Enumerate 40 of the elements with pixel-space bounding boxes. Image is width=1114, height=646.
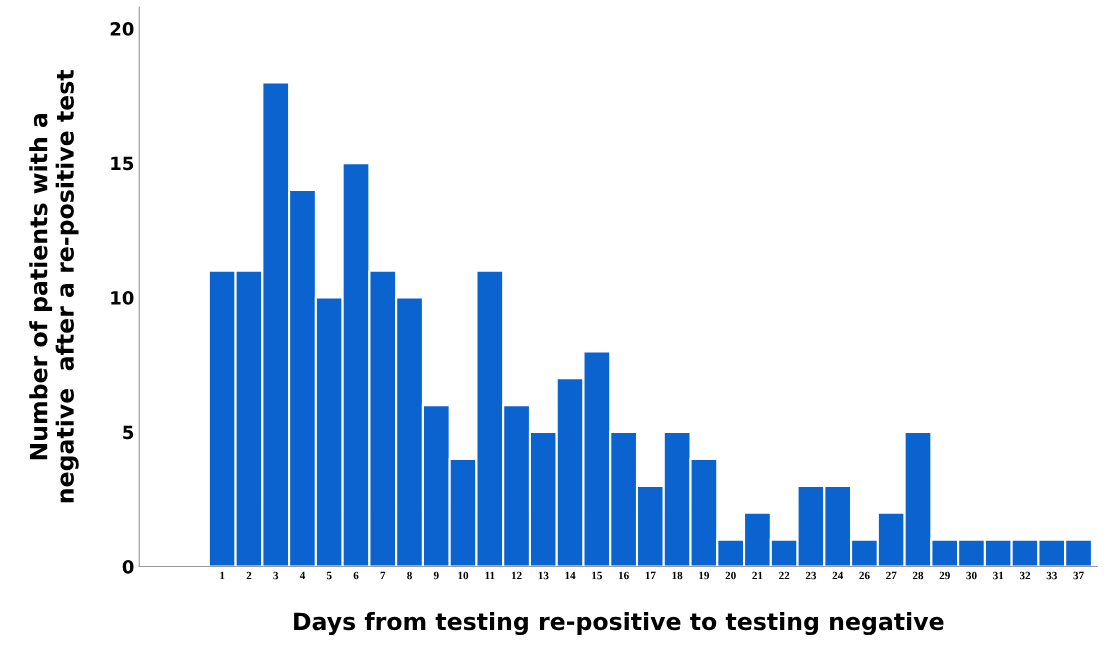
x-tick-label: 13	[538, 571, 549, 580]
x-tick-label: 19	[699, 571, 710, 580]
x-tick-label: 1	[220, 571, 225, 580]
x-tick-label: 5	[326, 571, 332, 580]
x-tick-label: 7	[380, 571, 386, 580]
x-tick-label: 24	[832, 571, 844, 580]
x-tick-label: 20	[725, 571, 736, 580]
x-tick-label: 27	[886, 571, 897, 580]
y-tick-label: 15	[111, 156, 134, 171]
x-tick-label: 28	[912, 571, 924, 580]
y-tick-label: 0	[122, 560, 134, 574]
x-tick-label: 26	[859, 571, 870, 580]
x-tick-label: 2	[246, 571, 252, 580]
x-axis-title: Days from testing re-positive to testing negative	[294, 612, 944, 636]
x-tick-label: 12	[511, 571, 522, 580]
y-tick-label: 5	[123, 425, 134, 440]
x-tick-label: 21	[752, 571, 763, 580]
x-tick-label: 11	[485, 571, 495, 580]
x-tick-label: 17	[645, 571, 656, 580]
x-tick-label: 18	[672, 571, 683, 580]
x-tick-label: 32	[1019, 571, 1031, 580]
x-tick-label: 33	[1046, 571, 1057, 580]
x-tick-label: 6	[353, 571, 359, 580]
x-tick-label: 16	[618, 571, 629, 580]
x-tick-label: 37	[1073, 571, 1084, 580]
x-tick-label: 8	[407, 571, 412, 580]
x-tick-label: 3	[273, 571, 279, 580]
x-tick-label: 31	[993, 571, 1004, 580]
y-tick-label: 20	[110, 22, 134, 36]
x-tick-label: 23	[805, 571, 817, 580]
x-tick-label: 29	[939, 571, 950, 580]
x-tick-label: 30	[966, 571, 977, 580]
y-tick-label: 10	[111, 291, 134, 305]
x-tick-label: 4	[299, 571, 306, 580]
x-tick-label: 14	[565, 571, 576, 580]
x-tick-label: 10	[458, 571, 469, 580]
x-tick-label: 15	[592, 571, 603, 580]
y-axis-title: Number of patients with a negative after a re-positive test	[29, 69, 79, 503]
x-tick-label: 9	[433, 571, 439, 580]
x-tick-label: 22	[779, 571, 790, 580]
